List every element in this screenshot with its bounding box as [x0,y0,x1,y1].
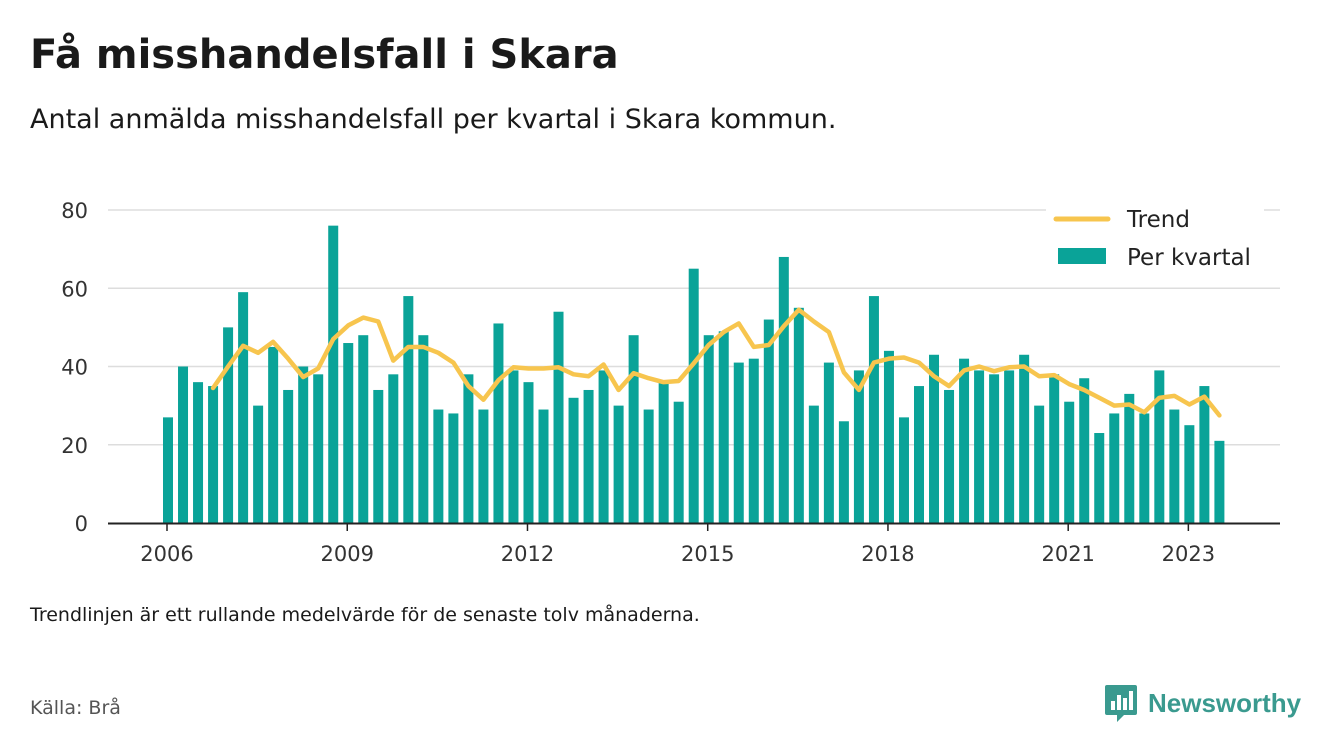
x-tick-label: 2015 [681,542,734,566]
bar [898,417,909,523]
bar [778,256,789,523]
bar [328,225,339,523]
bar [538,409,549,523]
bar [508,370,519,523]
bar [628,335,639,523]
y-tick-label: 0 [75,512,88,536]
bar [238,292,249,523]
bar [989,374,1000,523]
bar [929,354,940,523]
bar [343,343,354,523]
bar [523,382,534,523]
x-tick-label: 2006 [140,542,193,566]
bar [1094,433,1105,523]
x-tick-label: 2018 [861,542,914,566]
bar [1049,374,1060,523]
bar [748,358,759,523]
bar [733,362,744,523]
bar [1184,425,1195,523]
bar [974,370,985,523]
bar [388,374,399,523]
chart: 0 20 40 60 80 2006 2009 2012 2015 2018 2021 2023 Tre… [61,199,1280,566]
x-tick-label: 2021 [1041,542,1094,566]
bar [718,331,729,523]
bar [193,382,204,523]
bar [313,374,324,523]
legend-swatch-bars [1058,248,1106,264]
bar [868,296,879,523]
bar [1124,393,1135,523]
bar [658,382,669,523]
bar [1019,354,1030,523]
source-label: Källa: Brå [30,697,121,719]
bar-chart-speech-bubble-icon [1105,685,1137,722]
bar [1064,401,1075,523]
page-title: Få misshandelsfall i Skara [30,32,619,78]
y-tick-label: 20 [61,434,88,458]
bar [944,389,955,523]
bar [838,421,849,523]
bar [598,370,609,523]
bar [583,389,594,523]
bar [253,405,264,523]
bar [1079,378,1090,523]
bar [493,323,504,523]
bar [283,389,294,523]
bar [478,409,489,523]
bar [1214,440,1225,523]
bar [1109,413,1120,523]
bar [959,358,970,523]
trend-line [210,307,1222,418]
y-tick-label: 80 [61,199,88,223]
bar [823,362,834,523]
bar [1004,370,1015,523]
bar [703,335,714,523]
legend-background [1046,202,1264,282]
bar [358,335,369,523]
bar [298,366,309,523]
bar [268,346,279,523]
legend-label-bars: Per kvartal [1127,245,1251,271]
bar [448,413,459,523]
bar [914,386,924,523]
x-tick-label: 2009 [321,542,374,566]
legend-label-trend: Trend [1126,207,1190,233]
bar [688,268,699,523]
bar [373,389,384,523]
y-tick-label: 60 [61,277,88,301]
x-tick-label: 2012 [501,542,554,566]
bar [1169,409,1180,523]
bar [793,307,804,523]
bar [418,335,429,523]
bar [883,350,894,523]
bar [763,319,774,523]
x-tick-label: 2023 [1162,542,1215,566]
bar [433,409,444,523]
bar [1139,413,1150,523]
bar [208,386,219,523]
bar [403,296,414,523]
bar [1154,370,1165,523]
bar [1199,386,1210,523]
brand: Newsworthy [1104,683,1301,723]
bar [808,405,819,523]
trend-footnote: Trendlinjen är ett rullande medelvärde f… [30,604,700,626]
y-tick-label: 40 [61,356,88,380]
bar [223,327,234,523]
bar [163,417,173,523]
bar [613,405,624,523]
brand-name: Newsworthy [1148,687,1302,718]
bar [553,311,564,523]
bar [463,374,474,523]
bar [673,401,684,523]
bar [1034,405,1045,523]
bar [853,370,864,523]
bar [643,409,654,523]
bar [568,397,579,523]
bar [178,366,189,523]
page-subtitle: Antal anmälda misshandelsfall per kvarta… [30,104,837,135]
